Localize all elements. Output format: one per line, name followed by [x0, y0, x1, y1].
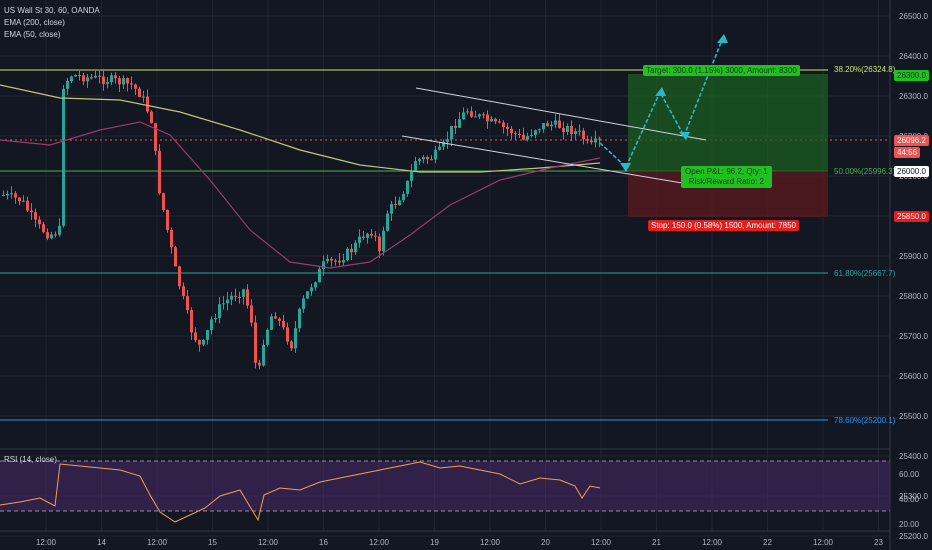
- fib-label-786: 78.60%(25200.1): [834, 416, 896, 425]
- price-tick-label: 25900.0: [899, 252, 928, 261]
- fib-label-618: 61.80%(25667.7): [834, 269, 896, 278]
- current-price-tag: 26096.2: [894, 135, 929, 146]
- time-tick-label: 20: [541, 538, 550, 547]
- rsi-legend[interactable]: RSI (14, close): [4, 455, 57, 464]
- time-tick-label: 14: [97, 538, 106, 547]
- ema200-line[interactable]: [0, 84, 601, 173]
- time-tick-label: 12:00: [591, 538, 612, 547]
- pl-line-2: Risk/Reward Ratio: 2: [688, 177, 764, 186]
- target-label[interactable]: Target: 300.0 (1.15%) 3000, Amount: 8300: [643, 65, 800, 76]
- rsi-tick-label: 60.00: [899, 470, 920, 479]
- time-tick-label: 19: [430, 538, 439, 547]
- time-axis[interactable]: 12:00 14 12:00 15 12:00 16 12:00 19 12:00 20 12:00…: [36, 538, 884, 547]
- arrow-head-2-icon: [655, 87, 666, 96]
- time-tick-label: 21: [652, 538, 661, 547]
- arrow-head-3-icon: [679, 132, 690, 140]
- time-tick-label: 15: [208, 538, 217, 547]
- pl-label[interactable]: Open P&L: 96.2, Qty: 1 Risk/Reward Ratio…: [681, 166, 772, 188]
- price-tick-label: 25200.0: [899, 532, 928, 541]
- rsi-line[interactable]: [0, 461, 601, 523]
- time-tick-label: 12:00: [36, 538, 57, 547]
- time-tick-label: 22: [763, 538, 772, 547]
- time-tick-label: 12:00: [258, 538, 279, 547]
- price-tick-label: 26500.0: [899, 12, 928, 21]
- fib-500-price-tag: 26000.0: [894, 166, 929, 177]
- target-price-tag: 26300.0: [894, 70, 929, 81]
- price-tick-label: 25800.0: [899, 292, 928, 301]
- countdown-tag: 44:56: [894, 147, 921, 158]
- price-tick-label: 25400.0: [899, 452, 928, 461]
- price-tick-label: 25300.0: [899, 492, 928, 501]
- price-tick-label: 25700.0: [899, 332, 928, 341]
- price-tick-label: 25600.0: [899, 372, 928, 381]
- fib-label-382: 38.20%(26324.8): [834, 65, 896, 74]
- fib-label-500: 50.00%(25996.3): [834, 167, 896, 176]
- channel-upper-line[interactable]: [415, 87, 707, 141]
- stop-label[interactable]: Stop: 150.0 (0.58%) 1500, Amount: 7850: [648, 220, 799, 231]
- rsi-band: [0, 461, 890, 511]
- target-zone[interactable]: [628, 74, 828, 171]
- rsi-tick-label: 40.00: [899, 495, 920, 504]
- rsi-tick-label: 20.00: [899, 520, 920, 529]
- price-axis[interactable]: 26500.026400.026300.026200.026100.026000…: [899, 12, 928, 541]
- price-tick-label: 25500.0: [899, 412, 928, 421]
- candles-layer: [2, 69, 601, 370]
- arrow-head-1-icon: [620, 163, 631, 172]
- time-tick-label: 12:00: [480, 538, 501, 547]
- arrow-head-4-icon: [717, 34, 728, 43]
- rsi-axis[interactable]: 60.00 40.00 20.00: [899, 470, 920, 529]
- price-tick-label: 26400.0: [899, 52, 928, 61]
- pl-line-1: Open P&L: 96.2, Qty: 1: [685, 167, 768, 176]
- symbol-title[interactable]: US Wall St 30, 60, OANDA: [4, 6, 100, 15]
- ema50-line[interactable]: [0, 121, 601, 269]
- time-tick-label: 12:00: [702, 538, 723, 547]
- time-tick-label: 12:00: [147, 538, 168, 547]
- stop-price-tag: 25850.0: [894, 211, 929, 222]
- time-tick-label: 23: [874, 538, 883, 547]
- time-tick-label: 12:00: [813, 538, 834, 547]
- time-tick-label: 16: [319, 538, 328, 547]
- time-tick-label: 12:00: [369, 538, 390, 547]
- ema50-legend[interactable]: EMA (50, close): [4, 30, 61, 39]
- price-tick-label: 26300.0: [899, 92, 928, 101]
- channel-lower-line[interactable]: [401, 135, 707, 188]
- ema200-legend[interactable]: EMA (200, close): [4, 18, 65, 27]
